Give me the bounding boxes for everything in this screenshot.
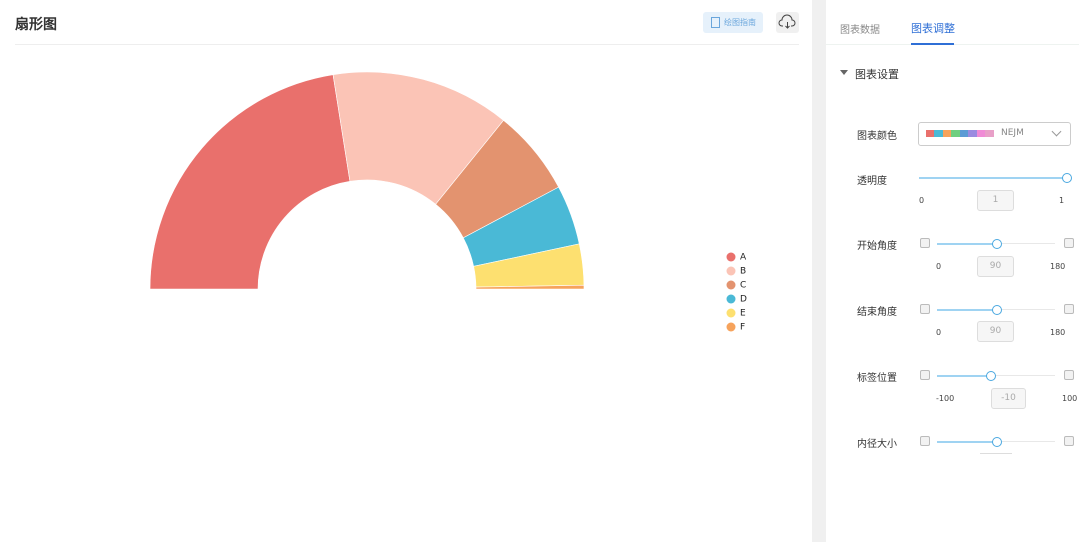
legend-label: E [740,309,746,319]
slider-max: 100 [1062,394,1078,403]
download-icon [778,14,796,29]
icon[interactable] [1064,304,1074,314]
value-input[interactable]: 90 [977,321,1014,342]
collapse-arrow[interactable] [840,70,848,75]
tab-active[interactable]: 图表调整 [911,22,955,35]
guide-icon [711,17,720,28]
legend-label: A [740,253,747,263]
icon[interactable] [920,238,930,248]
slider-track[interactable] [937,375,991,377]
legend-label: D [740,295,747,305]
value-input[interactable]: 90 [977,256,1014,277]
tab-indicator [911,43,954,45]
slider-track[interactable] [937,309,997,311]
setting-label: 图表颜色 [857,131,897,142]
slider-knob[interactable] [992,239,1002,249]
slider-knob[interactable] [986,371,996,381]
setting-label: 透明度 [857,176,887,187]
legend-label: B [740,267,746,277]
icon[interactable] [920,304,930,314]
slider-rest [997,309,1055,310]
value-input[interactable]: 1 [977,190,1014,211]
dropdown-arrow [1051,126,1062,137]
download-button[interactable] [776,12,799,33]
slider-track[interactable] [937,441,997,443]
setting-label: 标签位置 [857,373,897,384]
setting-label: 开始角度 [857,241,897,252]
slider-min: -100 [936,394,955,403]
legend-swatch [726,308,736,318]
icon[interactable] [1064,238,1074,248]
legend-swatch [726,322,736,332]
icon[interactable] [920,436,930,446]
icon[interactable] [1064,370,1074,380]
slider-rest [991,375,1055,376]
slider-knob[interactable] [1062,173,1072,183]
legend-swatch [726,294,736,304]
legend-label: F [740,323,745,333]
input-edge [980,453,1012,454]
slider-max: 1 [1059,196,1065,205]
slider-track[interactable] [919,177,1065,179]
icon[interactable] [920,370,930,380]
slider-rest [997,441,1055,442]
icon[interactable] [1064,436,1074,446]
guide-label: 绘图指南 [724,18,756,27]
pie-slice [149,74,351,290]
header-rule [15,44,799,45]
setting-label: 结束角度 [857,307,897,318]
color-swatches [926,130,994,137]
legend-swatch [726,280,736,290]
legend-swatch [726,266,736,276]
slider-min: 0 [936,262,942,271]
slider-min: 0 [936,328,942,337]
slider-rest [997,243,1055,244]
legend-label: C [740,281,746,291]
page-title: 扇形图 [15,17,57,33]
slider-max: 180 [1050,262,1066,271]
color-select[interactable]: NEJM [918,122,1071,146]
tab[interactable]: 图表数据 [840,25,880,36]
slider-knob[interactable] [992,437,1002,447]
slider-knob[interactable] [992,305,1002,315]
setting-label: 内径大小 [857,439,897,450]
guide-button[interactable]: 绘图指南 [703,12,763,33]
slider-min: 0 [919,196,925,205]
slider-track[interactable] [937,243,997,245]
section-title: 图表设置 [855,68,899,81]
slider-max: 180 [1050,328,1066,337]
color-scheme: NEJM [1001,128,1024,138]
legend-swatch [726,252,736,262]
value-input[interactable]: -10 [991,388,1026,409]
divider [812,0,826,542]
pie-slice [475,284,585,290]
